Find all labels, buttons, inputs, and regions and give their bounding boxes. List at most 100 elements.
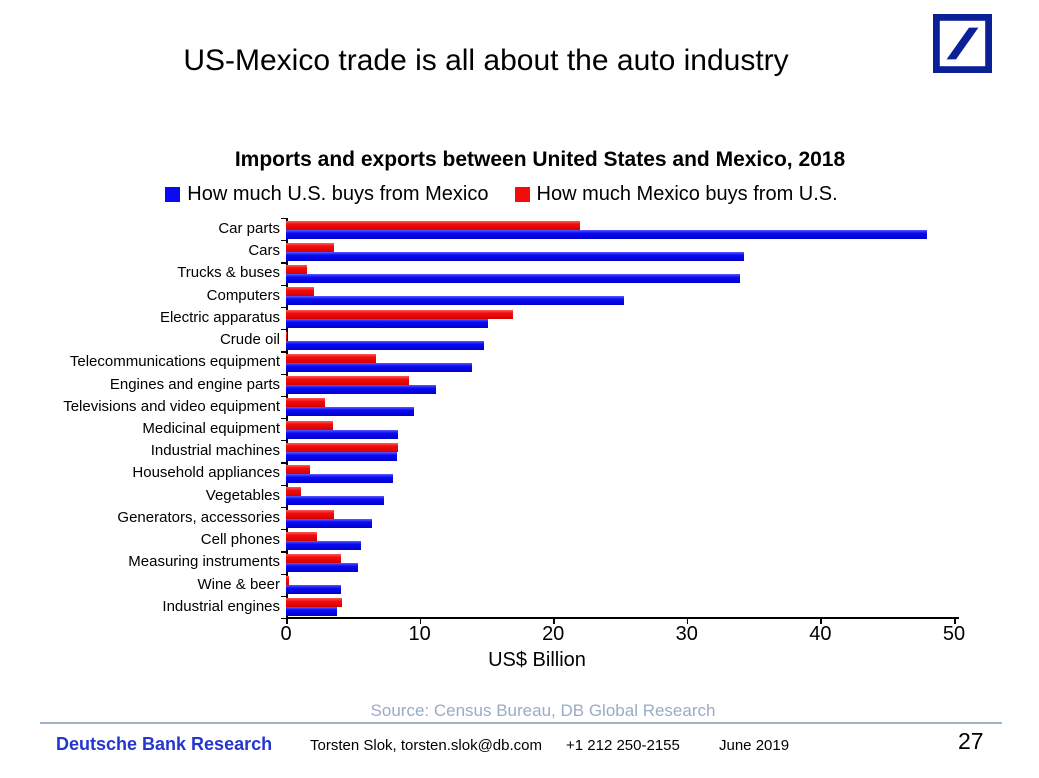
- category-label: Household appliances: [132, 464, 280, 482]
- y-axis-line: [286, 218, 288, 618]
- legend-label-us-buys: How much U.S. buys from Mexico: [187, 182, 489, 205]
- category-axis-labels: Car parts Cars Trucks & buses Computers Elec…: [0, 218, 280, 618]
- category-label: Engines and engine parts: [109, 375, 280, 393]
- category-label: Computers: [206, 286, 280, 304]
- bar-group-row: [286, 485, 954, 507]
- x-axis-title: US$ Billion: [488, 649, 586, 671]
- bar-mexico-buys: [286, 398, 325, 408]
- category-label: Industrial engines: [162, 597, 280, 615]
- y-axis-tick: [281, 484, 286, 486]
- bar-group-row: [286, 529, 954, 551]
- bar-mexico-buys: [286, 531, 317, 541]
- bar-group-row: [286, 440, 954, 462]
- legend-swatch-red: [514, 186, 530, 202]
- bar-us-buys: [286, 474, 393, 484]
- bar-us-buys: [286, 451, 397, 461]
- plot-area: [286, 218, 954, 618]
- category-label: Measuring instruments: [128, 553, 280, 571]
- bar-chart: Car parts Cars Trucks & buses Computers Elec…: [0, 218, 1039, 645]
- legend-item-us-buys: How much U.S. buys from Mexico: [165, 182, 489, 206]
- bar-group-row: [286, 351, 954, 373]
- page-title: US-Mexico trade is all about the auto in…: [183, 44, 789, 77]
- bar-group-row: [286, 374, 954, 396]
- x-axis-tick: [419, 618, 422, 624]
- bar-group-row: [286, 574, 954, 596]
- bar-mexico-buys: [286, 220, 580, 230]
- y-axis-tick: [281, 462, 286, 464]
- bar-us-buys: [286, 274, 741, 284]
- bar-us-buys: [286, 229, 928, 239]
- x-axis-tick: [954, 618, 956, 624]
- y-axis-tick: [281, 218, 286, 220]
- x-axis-tick: [553, 618, 555, 624]
- category-label: Cars: [248, 242, 280, 260]
- y-axis-tick: [281, 284, 286, 286]
- page-number: 27: [958, 728, 984, 754]
- bar-mexico-buys: [286, 265, 308, 275]
- x-axis-tick-label: 40: [809, 623, 832, 645]
- legend-item-mexico-buys: How much Mexico buys from U.S.: [514, 182, 838, 206]
- source-note: Source: Census Bureau, DB Global Researc…: [370, 701, 716, 720]
- bar-mexico-buys: [286, 509, 335, 519]
- y-axis-tick: [281, 329, 286, 331]
- category-label: Industrial machines: [150, 442, 280, 460]
- chart-legend: How much U.S. buys from Mexico How much …: [0, 182, 1003, 206]
- category-label: Vegetables: [205, 486, 280, 504]
- bar-us-buys: [286, 296, 624, 306]
- category-label: Telecommunications equipment: [69, 353, 280, 371]
- x-axis-tick: [286, 618, 288, 624]
- y-axis-tick: [281, 395, 286, 397]
- bar-group-row: [286, 507, 954, 529]
- bar-us-buys: [286, 518, 372, 528]
- x-axis-tick-label: 20: [542, 623, 565, 645]
- x-axis-tick-label: 50: [942, 623, 966, 645]
- legend-label-mexico-buys: How much Mexico buys from U.S.: [536, 182, 838, 205]
- bar-us-buys: [286, 363, 472, 373]
- footer-brand: Deutsche Bank Research: [56, 734, 273, 754]
- category-label: Trucks & buses: [177, 264, 280, 282]
- category-label: Car parts: [218, 220, 280, 237]
- bar-group-row: [286, 462, 954, 484]
- bar-mexico-buys: [286, 331, 288, 341]
- category-label: Electric apparatus: [159, 308, 280, 326]
- bar-group-row: [286, 396, 954, 418]
- category-label: Televisions and video equipment: [63, 397, 280, 415]
- footer-date: June 2019: [719, 737, 790, 754]
- deutsche-bank-logo-icon: [932, 13, 993, 74]
- y-axis-tick: [281, 573, 286, 575]
- category-label: Cell phones: [200, 531, 280, 549]
- y-axis-tick: [281, 529, 286, 531]
- bar-us-buys: [286, 540, 361, 550]
- bar-mexico-buys: [286, 287, 315, 297]
- category-label: Crude oil: [219, 331, 280, 349]
- y-axis-tick: [281, 373, 286, 375]
- x-axis-tick: [820, 618, 822, 624]
- bar-mexico-buys: [286, 309, 514, 319]
- bar-us-buys: [286, 607, 337, 617]
- bar-mexico-buys: [286, 554, 341, 564]
- footer-divider: [40, 722, 1002, 724]
- x-axis-tick: [686, 618, 689, 624]
- bar-mexico-buys: [286, 376, 409, 386]
- bar-us-buys: [286, 318, 488, 328]
- chart-title: Imports and exports between United State…: [234, 148, 846, 171]
- y-axis-tick: [281, 506, 286, 509]
- bar-group-row: [286, 551, 954, 573]
- y-axis-tick: [281, 418, 286, 420]
- footer-contact: Torsten Slok, torsten.slok@db.com: [310, 737, 542, 754]
- bar-us-buys: [286, 563, 359, 573]
- bar-mexico-buys: [286, 465, 311, 475]
- x-axis-line: [286, 617, 959, 619]
- x-axis-tick-label: 0: [280, 623, 292, 645]
- y-axis-tick: [281, 306, 286, 309]
- bar-group-row: [286, 262, 954, 284]
- bar-group-row: [286, 418, 954, 440]
- x-axis-tick-label: 30: [675, 623, 698, 645]
- bar-group-row: [286, 218, 954, 240]
- bar-us-buys: [286, 496, 384, 506]
- bar-us-buys: [286, 429, 399, 439]
- bar-group-row: [286, 329, 954, 351]
- bar-mexico-buys: [286, 442, 399, 452]
- db-slash-icon: [932, 13, 993, 74]
